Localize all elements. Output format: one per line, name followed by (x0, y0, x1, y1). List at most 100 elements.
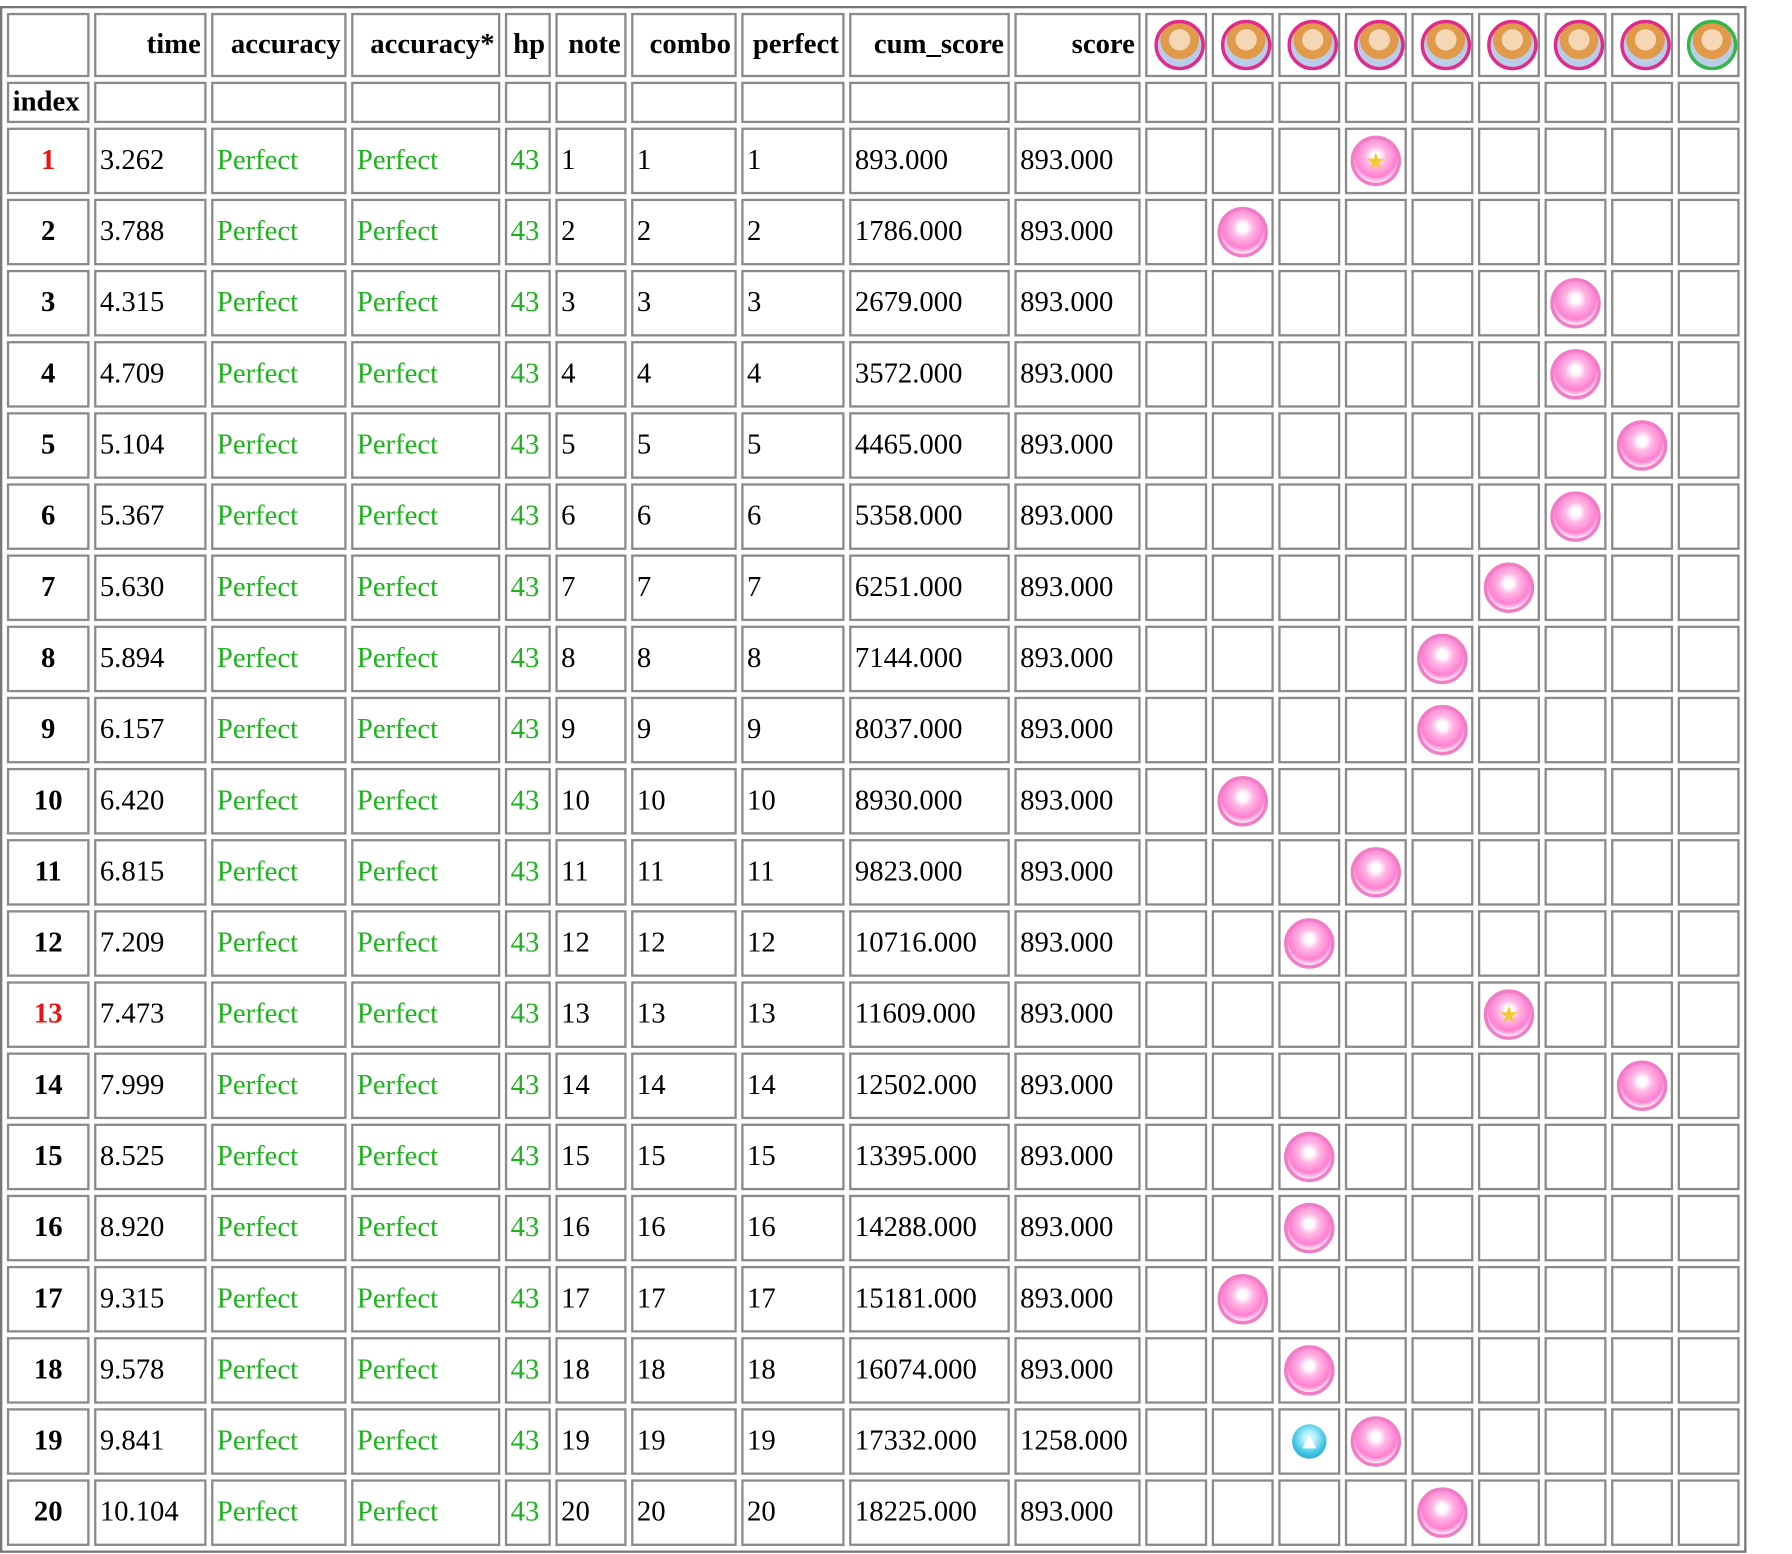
table-row: 1 3.262 Perfect Perfect 43 1 1 1 893.000 893.000 (6, 127, 1740, 195)
lane-cell (1677, 910, 1740, 977)
cell-combo: 13 (631, 981, 737, 1048)
lane-cell (1477, 1408, 1540, 1475)
member-9-avatar-icon (1686, 19, 1738, 71)
cell-note: 9 (555, 696, 627, 764)
cell-perfect: 5 (741, 412, 845, 479)
table-row: 12 7.209 Perfect Perfect 43 12 12 12 10716.000 89… (6, 910, 1740, 977)
lane-cell (1677, 483, 1740, 550)
table-row: 4 4.709 Perfect Perfect 43 4 4 4 3572.000 893.000 (6, 341, 1740, 408)
lane-cell (1211, 341, 1274, 408)
column-header: accuracy (211, 12, 347, 78)
lane-cell (1544, 483, 1607, 550)
cell-time: 9.578 (94, 1337, 207, 1404)
lane-cell (1145, 767, 1208, 835)
member-1-avatar-icon (1154, 19, 1205, 71)
cell-combo: 8 (631, 625, 737, 693)
empty-cell (849, 81, 1010, 124)
lane-cell (1677, 1408, 1740, 1475)
lane-cell (1544, 1194, 1607, 1262)
lane-cell (1611, 767, 1674, 835)
cell-hp: 43 (504, 1479, 551, 1546)
empty-cell (555, 81, 627, 124)
table-row: 16 8.920 Perfect Perfect 43 16 16 16 14288.000 89… (6, 1194, 1740, 1262)
cell-combo: 1 (631, 127, 737, 195)
cell-hp: 43 (504, 1337, 551, 1404)
cell-accuracy-star: Perfect (351, 1265, 501, 1333)
lane-cell (1145, 483, 1208, 550)
lane-cell (1477, 696, 1540, 764)
table-row: 14 7.999 Perfect Perfect 43 14 14 14 12502.000 89… (6, 1052, 1740, 1120)
lane-cell (1611, 127, 1674, 195)
lane-cell (1611, 483, 1674, 550)
lane-cell (1145, 625, 1208, 693)
note-icon (1284, 1131, 1335, 1183)
cell-time: 5.894 (94, 625, 207, 693)
lane-cell (1278, 625, 1341, 693)
lane-cell (1544, 269, 1607, 337)
cell-cum-score: 14288.000 (849, 1194, 1010, 1262)
cell-hp: 43 (504, 625, 551, 693)
lane-cell (1145, 412, 1208, 479)
row-index: 18 (6, 1337, 90, 1404)
row-index: 20 (6, 1479, 90, 1546)
lane-cell (1677, 1265, 1740, 1333)
note-log-table: time accuracy accuracy* hp note combo perfect c… (0, 6, 1747, 1553)
cell-accuracy: Perfect (211, 625, 347, 693)
cell-accuracy: Perfect (211, 767, 347, 835)
lane-cell (1211, 981, 1274, 1048)
cell-accuracy: Perfect (211, 1479, 347, 1546)
empty-cell (94, 81, 207, 124)
lane-cell (1211, 625, 1274, 693)
cell-note: 13 (555, 981, 627, 1048)
member-column-header (1477, 12, 1540, 78)
cell-score: 893.000 (1014, 1194, 1141, 1262)
table-row: 10 6.420 Perfect Perfect 43 10 10 10 8930.000 893… (6, 767, 1740, 835)
lane-cell (1211, 1123, 1274, 1191)
lane-cell (1477, 1194, 1540, 1262)
note-icon (1417, 633, 1468, 685)
lane-cell (1344, 625, 1407, 693)
lane-cell (1211, 1052, 1274, 1120)
lane-cell (1677, 981, 1740, 1048)
note-icon (1350, 1416, 1402, 1467)
cell-score: 893.000 (1014, 1265, 1141, 1333)
member-3-avatar-icon (1287, 19, 1338, 71)
row-index: 3 (6, 269, 90, 337)
cell-accuracy-star: Perfect (351, 1194, 501, 1262)
lane-cell (1544, 981, 1607, 1048)
cell-time: 8.525 (94, 1123, 207, 1191)
cell-accuracy-star: Perfect (351, 696, 501, 764)
empty-cell (351, 81, 501, 124)
cell-accuracy: Perfect (211, 1265, 347, 1333)
row-index: 13 (6, 981, 90, 1048)
cell-note: 11 (555, 839, 627, 906)
note-icon (1217, 206, 1268, 258)
cell-perfect: 14 (741, 1052, 845, 1120)
lane-cell (1544, 127, 1607, 195)
cell-accuracy: Perfect (211, 412, 347, 479)
cell-time: 6.420 (94, 767, 207, 835)
lane-cell (1278, 1479, 1341, 1546)
cell-accuracy-star: Perfect (351, 1123, 501, 1191)
lane-cell (1278, 412, 1341, 479)
member-column-header (1411, 12, 1474, 78)
cell-cum-score: 12502.000 (849, 1052, 1010, 1120)
cell-cum-score: 7144.000 (849, 625, 1010, 693)
lane-cell (1411, 696, 1474, 764)
cell-combo: 15 (631, 1123, 737, 1191)
note-icon (1616, 420, 1668, 471)
empty-cell (741, 81, 845, 124)
cell-cum-score: 1786.000 (849, 198, 1010, 266)
lane-cell (1211, 1194, 1274, 1262)
cell-hp: 43 (504, 1408, 551, 1475)
lane-cell (1344, 554, 1407, 622)
member-column-header (1211, 12, 1274, 78)
lane-cell (1411, 1265, 1474, 1333)
lane-cell (1477, 1123, 1540, 1191)
lane-cell (1344, 1265, 1407, 1333)
lane-cell (1611, 910, 1674, 977)
lane-cell (1411, 341, 1474, 408)
cell-time: 4.315 (94, 269, 207, 337)
lane-cell (1278, 1052, 1341, 1120)
lane-cell (1477, 341, 1540, 408)
